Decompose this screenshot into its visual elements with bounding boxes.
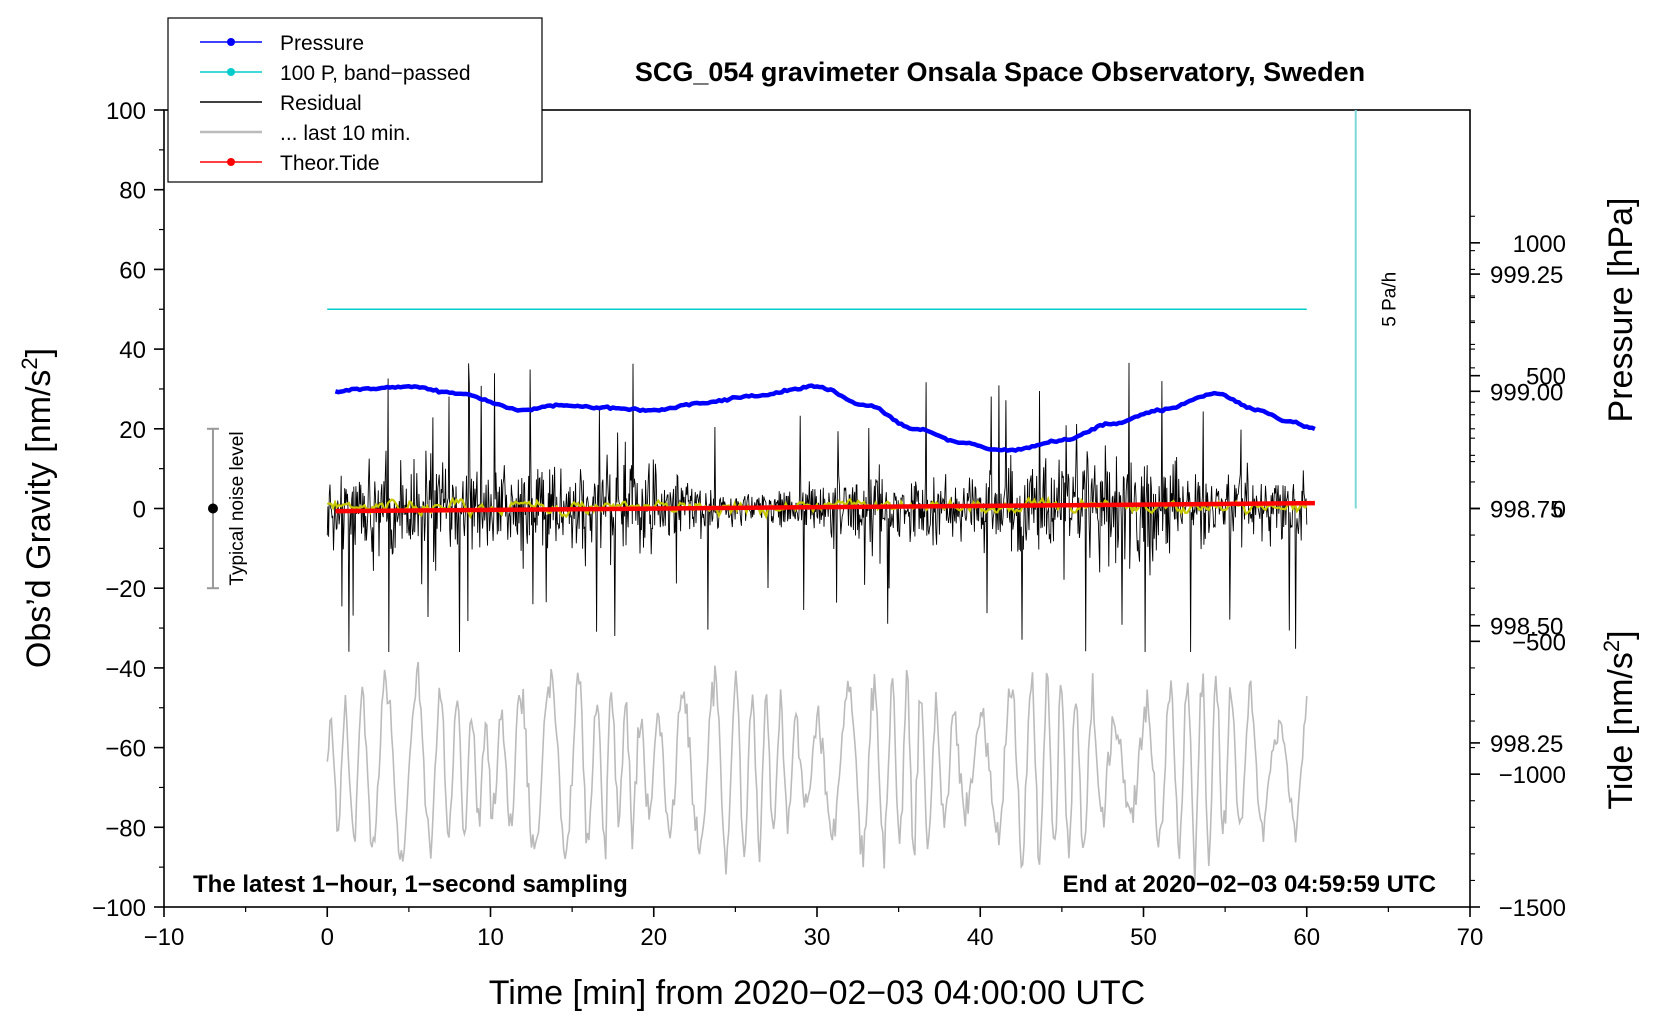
pressure-axis-label: Pressure [hPa] — [1602, 198, 1640, 423]
x-tick-label: −10 — [144, 924, 185, 951]
y-tick-label: 100 — [106, 98, 146, 125]
tide-tick-label: 500 — [1526, 364, 1566, 391]
y-tick-label: −80 — [105, 815, 146, 842]
y-tick-label: 20 — [119, 417, 146, 444]
typical-noise-bar: Typical noise level — [206, 427, 248, 590]
x-tick-label: 20 — [640, 924, 667, 951]
legend-label: 100 P, band−passed — [280, 62, 471, 85]
y-tick-label: −40 — [105, 656, 146, 683]
legend-label: ... last 10 min. — [280, 122, 411, 145]
tide-axis-ticks: 1000 500 0 −500 −1000 −1500 — [1470, 215, 1566, 922]
pressure-tick-label: 998.50 — [1490, 614, 1563, 641]
y-tick-label: 80 — [119, 178, 146, 205]
noise-level-label: Typical noise level — [227, 431, 248, 585]
legend-swatch-marker — [227, 68, 235, 76]
pressure-tick-label: 999.25 — [1490, 262, 1563, 289]
y-tick-label: −60 — [105, 736, 146, 763]
y-tick-label: 60 — [119, 257, 146, 284]
tide-tick-label: 1000 — [1513, 231, 1566, 258]
tide-axis-label-sup: 2 — [1599, 640, 1624, 652]
legend-swatch-marker — [227, 38, 235, 46]
legend-swatch-marker — [227, 158, 235, 166]
y-axis-ticks: 100 80 60 40 20 0 −20 −40 −60 −80 −100 — [92, 98, 164, 922]
theoretical-tide-series — [335, 500, 1315, 514]
x-tick-label: 30 — [804, 924, 831, 951]
annotation-end-time: End at 2020−02−03 04:59:59 UTC — [1062, 871, 1436, 898]
chart-title: SCG_054 gravimeter Onsala Space Observat… — [635, 57, 1365, 87]
legend-label: Pressure — [280, 32, 364, 55]
pressure-axis-ticks: 999.25 999.00 998.75 998.50 998.25 — [1470, 250, 1563, 758]
tide-axis-label: Tide [nm/s2] — [1599, 630, 1640, 809]
y-tick-label: 0 — [133, 497, 146, 524]
y-tick-label: 40 — [119, 337, 146, 364]
x-axis-label: Time [min] from 2020−02−03 04:00:00 UTC — [489, 974, 1145, 1012]
pressure-rate-scale-bar: 5 Pa/h — [1354, 110, 1401, 509]
tide-tick-label: −500 — [1512, 629, 1566, 656]
legend-label: Theor.Tide — [280, 152, 380, 175]
tide-line — [335, 500, 1315, 514]
pressure-series — [334, 383, 1316, 453]
annotation-sampling: The latest 1−hour, 1−second sampling — [193, 871, 628, 898]
y-tick-label: −20 — [105, 576, 146, 603]
y-axis-label-close: ] — [20, 348, 58, 357]
y-axis-label-sup: 2 — [17, 357, 42, 369]
x-tick-label: 40 — [967, 924, 994, 951]
x-axis-ticks: −10 0 10 20 30 40 50 60 70 — [144, 907, 1484, 951]
tide-axis-label-close: ] — [1602, 630, 1640, 639]
tide-tick-label: −1000 — [1499, 762, 1566, 789]
pressure-tick-label: 998.25 — [1490, 731, 1563, 758]
legend: Pressure 100 P, band−passed Residual ... la… — [167, 17, 543, 183]
last-10-min-line — [326, 661, 1308, 885]
tide-tick-label: 0 — [1553, 497, 1566, 524]
x-tick-label: 60 — [1293, 924, 1320, 951]
x-tick-label: 50 — [1130, 924, 1157, 951]
pressure-tick-label: 998.75 — [1490, 497, 1563, 524]
y-axis-label: Obs’d Gravity [nm/s2] — [17, 348, 58, 668]
x-tick-label: 70 — [1457, 924, 1484, 951]
tide-tick-label: −1500 — [1499, 895, 1566, 922]
x-tick-label: 10 — [477, 924, 504, 951]
pressure-tick-label: 999.00 — [1490, 379, 1563, 406]
x-tick-label: 0 — [321, 924, 334, 951]
scale-bar-label: 5 Pa/h — [1380, 272, 1401, 327]
y-axis-label-main: Obs’d Gravity [nm/s — [20, 370, 58, 669]
last-10-min-series — [326, 661, 1308, 885]
tide-axis-label-main: Tide [nm/s — [1602, 652, 1640, 809]
legend-label: Residual — [280, 92, 362, 115]
pressure-line — [334, 383, 1316, 453]
y-tick-label: −100 — [92, 895, 146, 922]
